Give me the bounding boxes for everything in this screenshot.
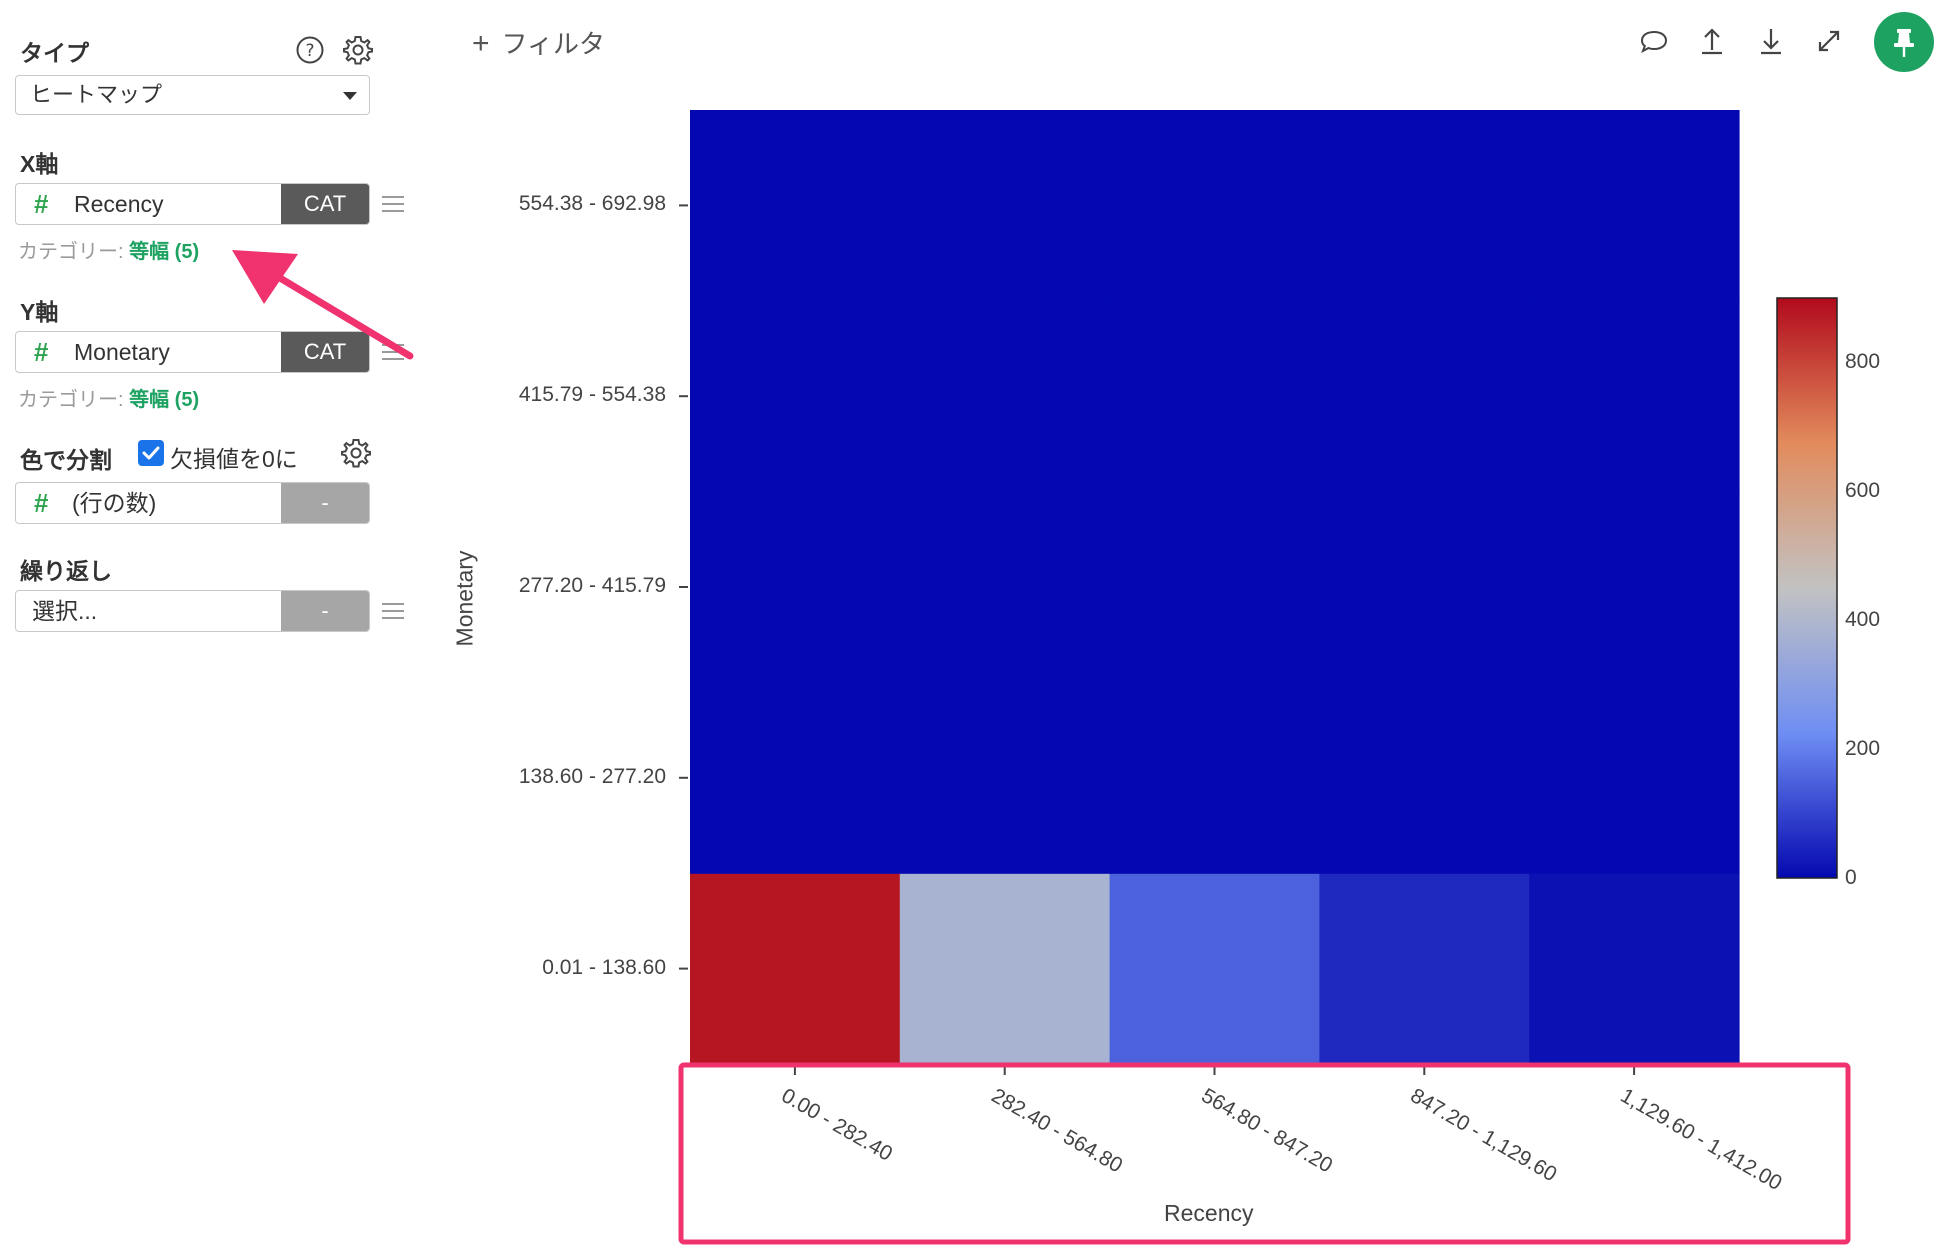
color-tag-button[interactable]: -	[281, 483, 369, 523]
heatmap-cell	[1529, 300, 1740, 493]
heatmap-cell	[1109, 110, 1320, 302]
repeat-label: 繰り返し	[20, 558, 112, 584]
heatmap-cell	[690, 682, 901, 874]
x-category-link[interactable]: 等幅 (5)	[129, 241, 200, 263]
expand-icon[interactable]	[1812, 24, 1846, 58]
heatmap-cell	[1319, 110, 1530, 302]
help-icon[interactable]: ?	[295, 35, 325, 70]
y-tick-label: 277.20 - 415.79	[518, 574, 666, 597]
heatmap-cell	[690, 491, 901, 683]
filter-button[interactable]: + フィルタ	[472, 24, 605, 61]
heatmap-cell	[899, 873, 1111, 1065]
chevron-down-icon	[343, 92, 357, 100]
y-axis-field[interactable]: # Monetary CAT	[15, 331, 370, 373]
pin-button[interactable]	[1874, 12, 1934, 72]
sidebar: タイプ ? ヒートマップ X軸 # Recency CAT カテゴリー: 等幅 …	[0, 0, 420, 1250]
heatmap-cell	[690, 873, 901, 1065]
color-field[interactable]: # (行の数) -	[15, 482, 370, 524]
heatmap-cell	[899, 300, 1111, 493]
heatmap-cell	[1529, 491, 1740, 683]
color-gear-icon[interactable]	[340, 437, 372, 474]
chart-type-value: ヒートマップ	[30, 82, 163, 107]
heatmap-cell	[899, 110, 1111, 302]
repeat-menu-icon[interactable]	[382, 603, 404, 619]
type-label: タイプ	[20, 40, 89, 66]
chart-type-select[interactable]: ヒートマップ	[15, 75, 370, 115]
heatmap-cell	[1319, 873, 1530, 1065]
comment-icon[interactable]	[1637, 24, 1671, 58]
colorbar-tick-label: 600	[1845, 479, 1881, 503]
heatmap-cell	[1529, 873, 1740, 1065]
y-axis-label: Y軸	[20, 299, 59, 325]
plus-icon: +	[472, 27, 490, 60]
heatmap-cell	[1109, 491, 1320, 683]
annotation-highlight-box	[678, 1062, 1851, 1245]
y-tick-label: 0.01 - 138.60	[542, 955, 666, 979]
heatmap-cell	[899, 491, 1111, 683]
number-type-icon: #	[34, 189, 49, 219]
y-cat-button[interactable]: CAT	[281, 332, 369, 372]
number-type-icon: #	[34, 488, 49, 518]
y-field-name: Monetary	[74, 339, 170, 365]
heatmap-cell	[1319, 300, 1530, 493]
filter-label: フィルタ	[501, 29, 606, 59]
number-type-icon: #	[34, 337, 49, 367]
color-label: 色で分割	[20, 447, 112, 473]
y-tick-label: 138.60 - 277.20	[518, 764, 666, 788]
y-category-prefix: カテゴリー:	[18, 389, 124, 411]
missing-zero-label[interactable]: 欠損値を0に	[170, 446, 298, 472]
heatmap-cell	[1109, 873, 1320, 1065]
repeat-field[interactable]: 選択... -	[15, 590, 370, 632]
missing-zero-checkbox[interactable]	[138, 440, 164, 466]
y-category-link[interactable]: 等幅 (5)	[129, 389, 200, 411]
y-category-info: カテゴリー: 等幅 (5)	[18, 383, 199, 412]
x-category-info: カテゴリー: 等幅 (5)	[18, 235, 199, 264]
repeat-field-placeholder: 選択...	[32, 598, 98, 624]
colorbar-tick-label: 800	[1845, 350, 1881, 374]
x-axis-field[interactable]: # Recency CAT	[15, 183, 370, 225]
x-category-prefix: カテゴリー:	[18, 241, 124, 263]
heatmap-cell	[1319, 682, 1530, 874]
heatmap-cell	[690, 300, 901, 493]
heatmap-cell	[690, 110, 901, 302]
pin-icon	[1894, 29, 1914, 57]
heatmap-cell	[1529, 110, 1740, 302]
colorbar-tick-label: 0	[1845, 866, 1857, 889]
y-axis-title: Monetary	[451, 550, 478, 647]
y-tick-label: 415.79 - 554.38	[518, 383, 666, 407]
colorbar-tick-label: 200	[1845, 737, 1881, 761]
gear-icon[interactable]	[342, 34, 374, 71]
heatmap-cell	[899, 682, 1111, 874]
heatmap-cell	[1109, 300, 1320, 493]
y-tick-label: 554.38 - 692.98	[518, 192, 666, 216]
color-field-name: (行の数)	[72, 490, 157, 516]
colorbar-tick-label: 400	[1845, 608, 1881, 632]
x-axis-menu-icon[interactable]	[382, 196, 404, 212]
x-cat-button[interactable]: CAT	[281, 184, 369, 224]
heatmap-cell	[1319, 491, 1530, 683]
colorbar	[1776, 297, 1838, 879]
check-icon	[142, 446, 160, 460]
download-icon[interactable]	[1754, 24, 1788, 58]
x-field-name: Recency	[74, 191, 164, 217]
upload-icon[interactable]	[1695, 24, 1729, 58]
heatmap-cell	[1109, 682, 1320, 874]
svg-text:?: ?	[305, 41, 314, 61]
heatmap-cell	[1529, 682, 1740, 874]
repeat-tag-button[interactable]: -	[281, 591, 369, 631]
annotation-arrow	[232, 250, 414, 360]
x-axis-title: Recency	[1164, 1200, 1254, 1226]
x-axis-label: X軸	[20, 151, 59, 177]
